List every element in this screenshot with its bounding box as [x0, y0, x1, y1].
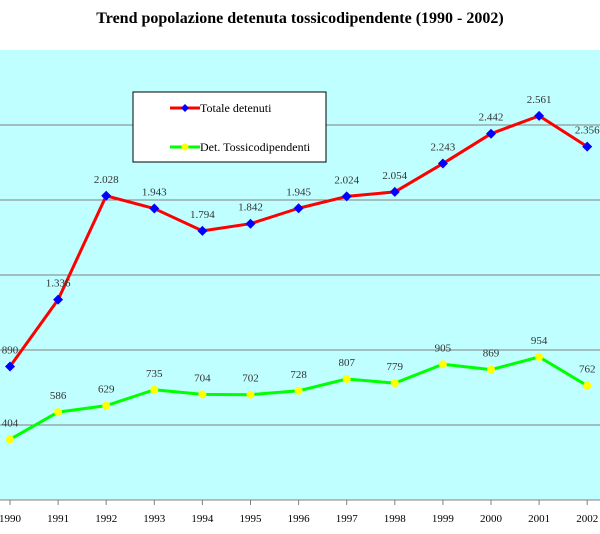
data-point-marker [6, 435, 14, 444]
data-point-marker [245, 218, 256, 229]
data-label: 869 [483, 348, 500, 360]
data-label: 1.945 [286, 186, 311, 198]
series-layer [5, 110, 593, 444]
data-point-marker [198, 390, 207, 399]
x-tick-label: 1995 [240, 513, 263, 525]
data-point-marker [150, 385, 159, 394]
x-tick-label: 1996 [288, 513, 311, 525]
legend-label: Totale detenuti [200, 101, 272, 115]
data-label: 586 [50, 390, 67, 402]
data-point-marker [534, 110, 545, 121]
x-tick-label: 1993 [143, 513, 166, 525]
data-point-marker [486, 128, 496, 139]
data-point-marker [5, 361, 15, 372]
data-label: 1.794 [190, 209, 215, 221]
data-point-marker [294, 386, 303, 395]
x-tick-label: 2000 [480, 513, 503, 525]
data-label: 2.442 [479, 112, 504, 124]
data-label: 735 [146, 368, 163, 380]
data-point-marker [246, 390, 255, 399]
legend-box [132, 91, 327, 163]
data-point-marker [390, 379, 399, 388]
data-point-marker [342, 374, 351, 383]
data-label: 2.054 [382, 170, 407, 182]
x-tick-label: 2002 [576, 513, 598, 525]
data-label: 404 [2, 417, 19, 429]
x-tick-label: 1997 [336, 513, 359, 525]
data-label: 1.943 [142, 187, 167, 199]
data-label: 762 [579, 364, 596, 376]
legend: Totale detenuti Det. Tossicodipendenti [132, 91, 327, 163]
data-point-marker [438, 360, 447, 369]
x-axis: 1990 1991 1992 1993 1994 1995 1996 1997 1998 1999… [0, 500, 598, 525]
x-tick-label: 1991 [47, 513, 69, 525]
data-label: 1.842 [238, 202, 263, 214]
data-point-marker [341, 191, 352, 202]
data-point-marker [54, 408, 63, 417]
data-point-marker [583, 381, 592, 390]
chart-title: Trend popolazione detenuta tossicodipend… [96, 10, 504, 27]
data-label: 728 [290, 369, 307, 381]
data-label: 954 [531, 335, 548, 347]
data-point-marker [149, 203, 160, 214]
x-tick-label: 1990 [0, 513, 22, 525]
data-label: 2.028 [94, 174, 119, 186]
x-tick-label: 1994 [191, 513, 214, 525]
data-point-marker [487, 365, 495, 374]
x-tick-label: 1999 [432, 513, 455, 525]
data-label: 2.243 [431, 142, 456, 154]
data-label: 905 [435, 342, 452, 354]
data-point-marker [582, 141, 593, 152]
data-label: 779 [387, 361, 404, 373]
data-labels: 890 1.336 2.028 1.943 1.794 1.842 1.945 2.024 2.… [2, 94, 600, 430]
data-point-marker [389, 186, 400, 197]
x-tick-label: 1992 [95, 513, 117, 525]
data-label: 890 [2, 345, 19, 357]
data-label: 1.336 [46, 278, 71, 290]
data-label: 629 [98, 384, 115, 396]
data-label: 702 [242, 373, 259, 385]
data-point-marker [53, 294, 64, 305]
data-label: 807 [338, 357, 355, 369]
data-label: 704 [194, 372, 211, 384]
data-point-marker [535, 352, 544, 361]
data-point-marker [102, 401, 111, 410]
data-label: 2.024 [334, 174, 359, 186]
data-point-marker [197, 225, 208, 236]
data-label: 2.356 [575, 125, 600, 137]
data-label: 2.561 [527, 94, 552, 106]
legend-swatch-marker [181, 104, 189, 112]
data-point-marker [437, 158, 448, 169]
legend-swatch-marker [181, 143, 189, 151]
x-tick-label: 2001 [528, 513, 550, 525]
data-point-marker [293, 203, 304, 214]
legend-label: Det. Tossicodipendenti [200, 140, 311, 154]
x-tick-label: 1998 [384, 513, 407, 525]
data-point-marker [101, 190, 112, 201]
